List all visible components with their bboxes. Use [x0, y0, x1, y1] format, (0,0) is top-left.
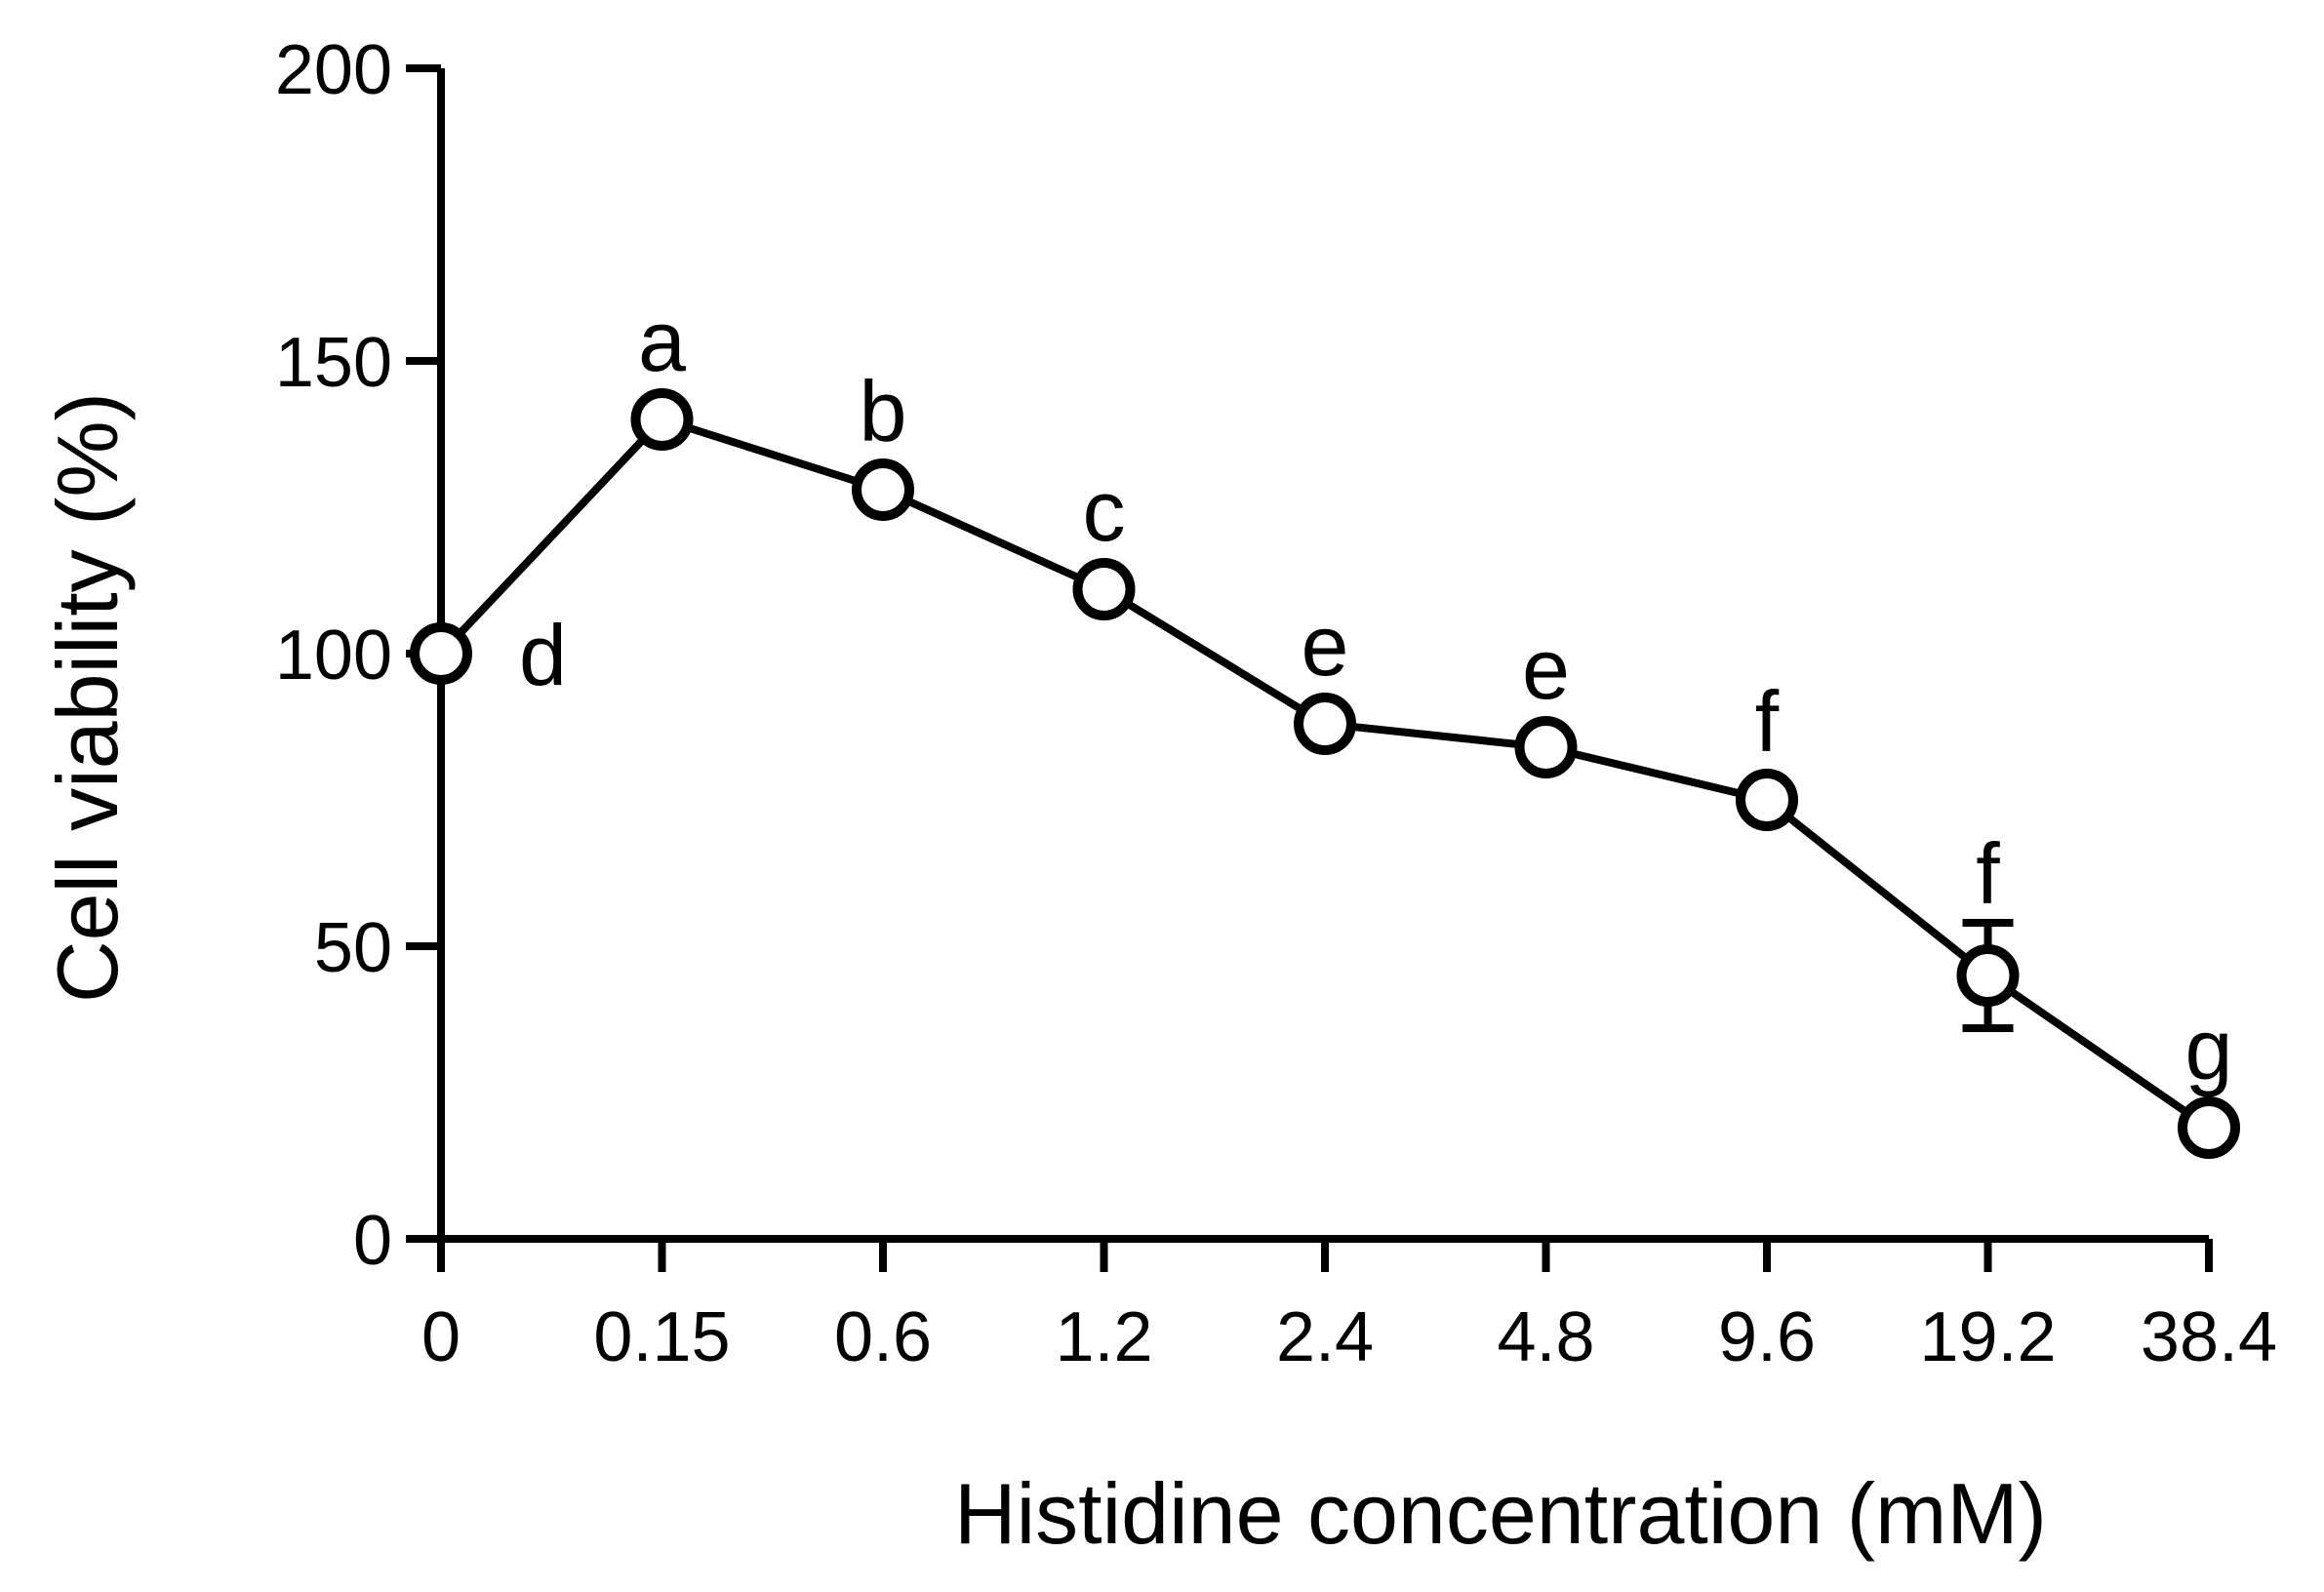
x-tick-label: 9.6: [1718, 1298, 1816, 1376]
significance-letter: f: [1976, 825, 2000, 922]
x-axis: 0 0.15 0.6 1.2 2.4 4.8 9.6 19.2 38.4: [421, 1235, 2277, 1376]
y-tick-label: 50: [314, 909, 392, 987]
x-tick-label: 4.8: [1497, 1298, 1594, 1376]
data-point: [630, 388, 694, 451]
data-point: [1072, 558, 1136, 620]
x-tick-label: 2.4: [1276, 1298, 1374, 1376]
significance-letter: a: [638, 293, 686, 389]
series-line: [438, 415, 2212, 1132]
significance-letter: e: [1522, 620, 1570, 717]
y-axis-title: Cell viability (%): [39, 392, 136, 1003]
significance-letter: e: [1302, 597, 1349, 694]
series: d a b c e e f f g: [410, 293, 2240, 1159]
significance-letter: g: [2185, 1001, 2233, 1097]
data-point: [1294, 693, 1356, 755]
data-point: [1514, 716, 1578, 778]
y-tick-label: 100: [275, 617, 392, 695]
x-tick-label: 38.4: [2141, 1298, 2277, 1376]
y-tick-label: 0: [353, 1202, 392, 1280]
data-point: [1956, 944, 2020, 1007]
data-point: [2178, 1096, 2240, 1159]
y-tick-label: 200: [275, 31, 392, 109]
y-axis: 0 50 100 150 200: [275, 31, 445, 1280]
significance-letter: d: [519, 607, 567, 703]
y-tick-label: 150: [275, 324, 392, 402]
x-tick-label: 0.6: [834, 1298, 932, 1376]
data-point: [852, 458, 914, 521]
x-tick-label: 19.2: [1919, 1298, 2056, 1376]
x-tick-label: 0: [421, 1298, 461, 1376]
data-point: [1736, 769, 1798, 831]
x-tick-label: 1.2: [1055, 1298, 1152, 1376]
significance-letter: c: [1083, 462, 1126, 559]
significance-letter: b: [860, 363, 907, 459]
significance-letter: f: [1755, 673, 1780, 770]
x-tick-label: 0.15: [593, 1298, 730, 1376]
data-point: [410, 622, 472, 685]
x-axis-title: Histidine concentration (mM): [954, 1465, 2047, 1562]
